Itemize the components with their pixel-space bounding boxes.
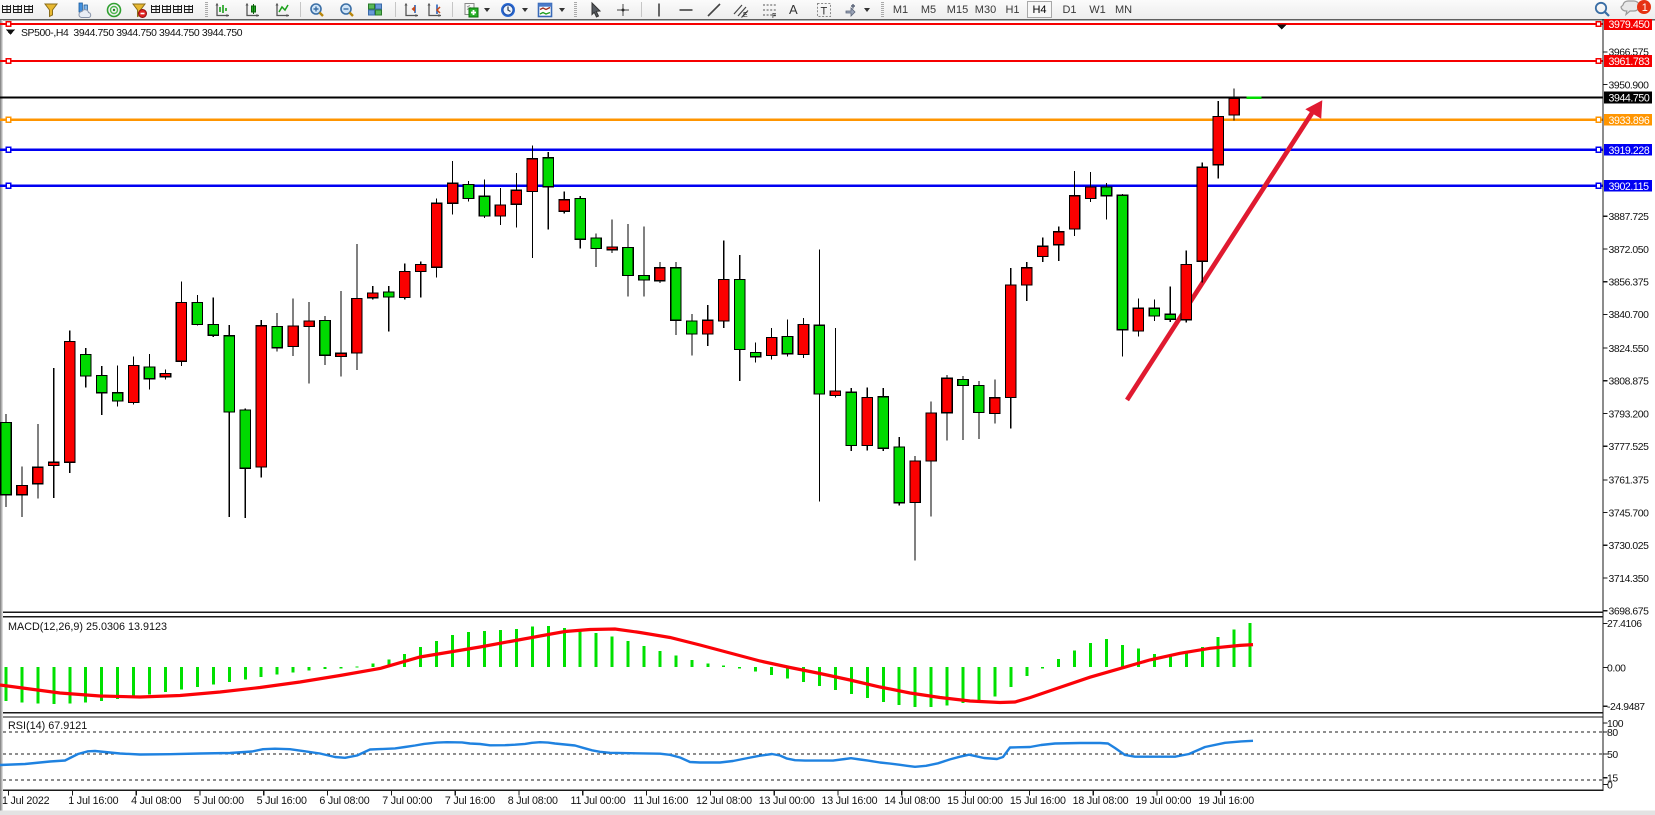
svg-text:19 Jul 00:00: 19 Jul 00:00 [1135, 795, 1191, 807]
svg-text:3793.200: 3793.200 [1609, 409, 1650, 420]
svg-text:T: T [821, 6, 828, 18]
svg-text:13 Jul 00:00: 13 Jul 00:00 [759, 795, 815, 807]
svg-text:3944.750: 3944.750 [1609, 93, 1650, 105]
svg-text:11 Jul 16:00: 11 Jul 16:00 [633, 795, 688, 807]
svg-text:1: 1 [1642, 2, 1648, 14]
svg-text:3777.525: 3777.525 [1609, 442, 1650, 453]
svg-text:F: F [772, 13, 776, 19]
svg-text:15 Jul 00:00: 15 Jul 00:00 [947, 795, 1003, 807]
svg-text:19 Jul 16:00: 19 Jul 16:00 [1198, 795, 1254, 807]
svg-text:18 Jul 08:00: 18 Jul 08:00 [1073, 795, 1129, 807]
svg-text:3856.375: 3856.375 [1609, 278, 1650, 289]
svg-text:100: 100 [1607, 719, 1624, 730]
svg-text:3808.875: 3808.875 [1609, 377, 1650, 388]
svg-text:1 Jul 2022: 1 Jul 2022 [2, 795, 50, 807]
svg-text:3933.896: 3933.896 [1609, 115, 1650, 127]
svg-text:12 Jul 08:00: 12 Jul 08:00 [696, 795, 752, 807]
svg-text:0.00: 0.00 [1607, 663, 1626, 674]
svg-text:3872.050: 3872.050 [1609, 245, 1650, 256]
svg-text:0: 0 [1607, 780, 1613, 791]
svg-text:-24.9487: -24.9487 [1607, 702, 1645, 713]
svg-text:3698.675: 3698.675 [1609, 607, 1650, 618]
svg-text:3919.228: 3919.228 [1609, 145, 1650, 157]
svg-text:3840.700: 3840.700 [1609, 310, 1650, 321]
svg-text:3979.450: 3979.450 [1609, 19, 1650, 31]
svg-text:3961.783: 3961.783 [1609, 56, 1650, 68]
svg-text:E: E [743, 12, 748, 19]
svg-text:8 Jul 08:00: 8 Jul 08:00 [508, 795, 558, 807]
svg-text:3887.725: 3887.725 [1609, 212, 1650, 223]
svg-text:13 Jul 16:00: 13 Jul 16:00 [822, 795, 878, 807]
svg-text:50: 50 [1607, 750, 1618, 761]
svg-text:3714.350: 3714.350 [1609, 574, 1650, 585]
svg-text:7 Jul 00:00: 7 Jul 00:00 [382, 795, 432, 807]
svg-text:27.4106: 27.4106 [1607, 619, 1642, 630]
svg-text:15 Jul 16:00: 15 Jul 16:00 [1010, 795, 1066, 807]
svg-text:SP500-,H4 3944.750 3944.750 3: SP500-,H4 3944.750 3944.750 3944.750 394… [21, 28, 243, 39]
svg-text:15: 15 [1607, 774, 1618, 785]
svg-text:14 Jul 08:00: 14 Jul 08:00 [884, 795, 940, 807]
svg-text:6 Jul 08:00: 6 Jul 08:00 [319, 795, 369, 807]
svg-text:7 Jul 16:00: 7 Jul 16:00 [445, 795, 495, 807]
svg-text:3745.700: 3745.700 [1609, 508, 1650, 519]
svg-text:3902.115: 3902.115 [1609, 181, 1650, 193]
svg-text:4 Jul 08:00: 4 Jul 08:00 [131, 795, 181, 807]
svg-text:80: 80 [1607, 728, 1618, 739]
svg-text:5 Jul 00:00: 5 Jul 00:00 [194, 795, 244, 807]
svg-text:RSI(14) 67.9121: RSI(14) 67.9121 [8, 720, 87, 732]
svg-text:3761.375: 3761.375 [1609, 476, 1650, 487]
svg-text:1 Jul 16:00: 1 Jul 16:00 [68, 795, 118, 807]
svg-text:3824.550: 3824.550 [1609, 344, 1650, 355]
svg-text:5 Jul 16:00: 5 Jul 16:00 [257, 795, 307, 807]
svg-text:3730.025: 3730.025 [1609, 541, 1650, 552]
svg-text:MACD(12,26,9) 25.0306 13.9123: MACD(12,26,9) 25.0306 13.9123 [8, 621, 167, 633]
svg-text:11 Jul 00:00: 11 Jul 00:00 [571, 795, 626, 807]
svg-text:3966.575: 3966.575 [1609, 48, 1650, 59]
svg-text:3950.900: 3950.900 [1609, 80, 1650, 91]
